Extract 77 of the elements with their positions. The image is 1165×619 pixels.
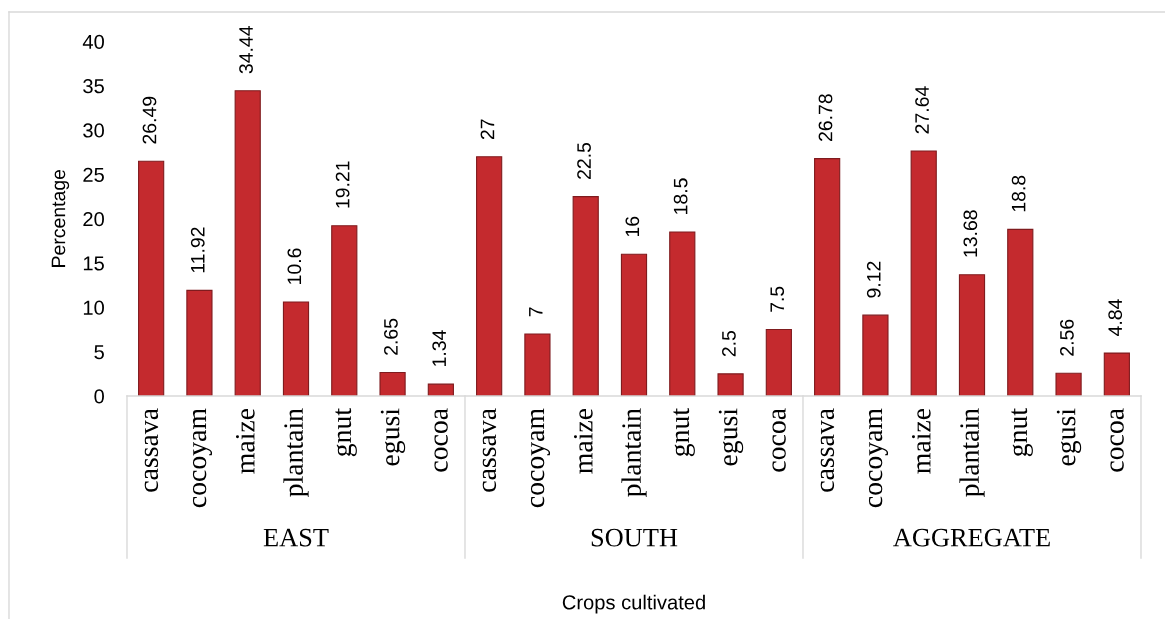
x-tick-label: egusi bbox=[1056, 408, 1082, 466]
bar bbox=[910, 150, 937, 396]
text: EAST bbox=[263, 528, 329, 547]
data-label: 18.8 bbox=[1011, 175, 1026, 212]
y-tick-label: 10 bbox=[83, 300, 104, 315]
x-tick-label: cocoa bbox=[434, 408, 448, 472]
x-tick-label: plantain bbox=[959, 408, 985, 497]
x-tick-label: cocoa bbox=[1110, 408, 1124, 472]
bar bbox=[282, 301, 310, 396]
bar bbox=[379, 371, 406, 396]
bar bbox=[765, 328, 792, 396]
y-tick-label: 0 bbox=[94, 389, 104, 404]
x-tick-label: cassava bbox=[144, 408, 159, 492]
bar bbox=[234, 90, 261, 396]
bar bbox=[186, 289, 213, 396]
x-tick-label: cocoyam bbox=[192, 408, 213, 508]
bar bbox=[1007, 228, 1034, 396]
data-label: 9.12 bbox=[866, 261, 881, 298]
bar bbox=[669, 231, 696, 396]
y-tick-label: 5 bbox=[94, 345, 104, 360]
x-tick-label: plantain bbox=[621, 408, 647, 497]
bar bbox=[138, 160, 165, 396]
y-tick-label: 30 bbox=[83, 123, 104, 138]
text: SOUTH bbox=[591, 528, 678, 547]
y-tick-label: 25 bbox=[83, 167, 104, 182]
x-tick-label: cocoa bbox=[772, 408, 786, 472]
data-label: 16 bbox=[625, 216, 640, 237]
data-label: 1.34 bbox=[432, 330, 447, 366]
y-tick-label: 20 bbox=[83, 211, 104, 227]
data-label: 19.21 bbox=[335, 161, 350, 208]
x-tick-label: egusi bbox=[380, 408, 406, 466]
x-tick-label: cassava bbox=[820, 408, 835, 492]
data-label: 22.5 bbox=[577, 142, 591, 179]
x-tick-label: cocoyam bbox=[868, 408, 889, 508]
data-label: 7 bbox=[529, 307, 543, 317]
x-tick-label: plantain bbox=[283, 408, 309, 497]
y-tick-label: 15 bbox=[83, 256, 104, 271]
text: AGGREGATE bbox=[893, 528, 1050, 547]
data-label: 27 bbox=[480, 119, 495, 140]
y-tick-label: 35 bbox=[83, 79, 104, 94]
bar bbox=[524, 333, 551, 396]
bar bbox=[572, 196, 599, 396]
data-label: 10.6 bbox=[287, 248, 302, 284]
bar bbox=[620, 253, 648, 396]
data-label: 4.84 bbox=[1108, 299, 1123, 336]
bar bbox=[814, 158, 841, 396]
x-tick-label: cassava bbox=[482, 408, 497, 492]
bar bbox=[958, 274, 986, 396]
bar bbox=[1055, 372, 1082, 396]
y-axis-title: Percentage bbox=[51, 169, 70, 267]
bar bbox=[476, 156, 503, 396]
data-label: 18.5 bbox=[673, 178, 688, 214]
data-label: 2.56 bbox=[1060, 319, 1074, 356]
data-label: 11.92 bbox=[190, 227, 205, 273]
x-tick-label: cocoyam bbox=[530, 408, 551, 508]
x-axis-title: Crops cultivated bbox=[562, 594, 705, 614]
x-tick-label: gnut bbox=[673, 408, 695, 457]
y-tick-label: 40 bbox=[82, 34, 104, 49]
bar bbox=[1103, 352, 1130, 396]
data-label: 7.5 bbox=[770, 286, 785, 312]
x-tick-label: egusi bbox=[718, 408, 744, 466]
data-label: 26.49 bbox=[142, 96, 157, 144]
data-label: 27.64 bbox=[915, 86, 929, 134]
bar bbox=[331, 225, 358, 396]
x-tick-label: gnut bbox=[1011, 408, 1033, 457]
data-label: 26.78 bbox=[818, 94, 833, 142]
data-label: 34.44 bbox=[239, 26, 253, 74]
bar bbox=[717, 373, 744, 396]
data-label: 2.65 bbox=[384, 318, 398, 355]
x-tick-label: maize bbox=[574, 408, 593, 474]
bar bbox=[862, 314, 889, 396]
data-label: 2.5 bbox=[722, 330, 736, 357]
x-tick-label: gnut bbox=[335, 408, 357, 457]
data-label: 13.68 bbox=[963, 210, 978, 257]
bar bbox=[427, 383, 454, 396]
x-tick-label: maize bbox=[236, 408, 255, 474]
x-tick-label: maize bbox=[912, 408, 931, 474]
